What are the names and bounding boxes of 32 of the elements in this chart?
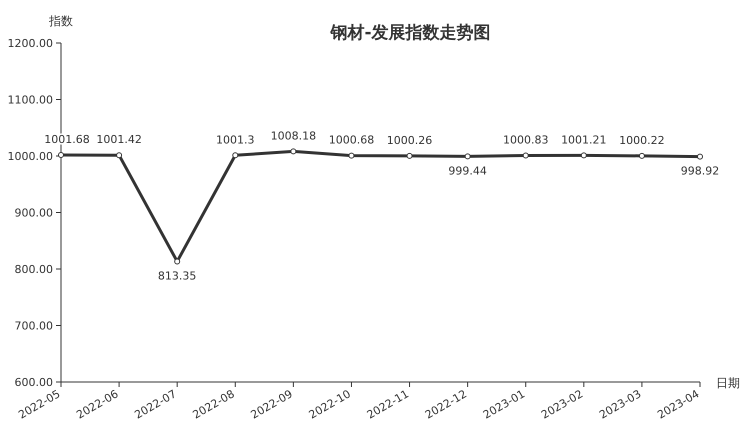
point xyxy=(464,153,471,160)
y-tick-label: 800.00 xyxy=(14,263,53,276)
point xyxy=(638,152,645,159)
data-label: 999.44 xyxy=(448,164,487,178)
point xyxy=(58,152,64,158)
point xyxy=(522,152,529,159)
data-label: 813.35 xyxy=(158,269,196,282)
y-tick-label: 1000.00 xyxy=(8,150,53,163)
y-tick-label: 700.00 xyxy=(14,320,53,332)
y-tick-label: 1100.00 xyxy=(8,94,53,106)
y-tick-label: 900.00 xyxy=(14,206,53,220)
data-label: 1008.18 xyxy=(270,129,316,142)
data-label: 1001.42 xyxy=(96,133,142,146)
y-tick-label: 1200.00 xyxy=(8,37,53,50)
data-label: 1000.26 xyxy=(386,134,432,147)
y-axis-title: 指数 xyxy=(48,14,73,28)
point xyxy=(697,154,703,160)
data-label: 1000.22 xyxy=(619,134,665,147)
data-label: 1001.3 xyxy=(216,133,255,146)
chart-title: 钢材-发展指数走势图 xyxy=(329,23,491,43)
y-tick-label: 600.00 xyxy=(14,376,53,389)
point xyxy=(580,152,587,158)
data-label: 998.92 xyxy=(680,164,720,178)
x-axis-title: 日期 xyxy=(716,376,740,390)
point xyxy=(348,152,354,159)
data-label: 1001.21 xyxy=(561,133,607,146)
point xyxy=(232,152,238,158)
data-label: 1000.68 xyxy=(328,134,374,147)
point xyxy=(406,152,413,159)
data-label: 1000.83 xyxy=(502,134,548,147)
point xyxy=(290,148,296,154)
point xyxy=(116,152,122,158)
